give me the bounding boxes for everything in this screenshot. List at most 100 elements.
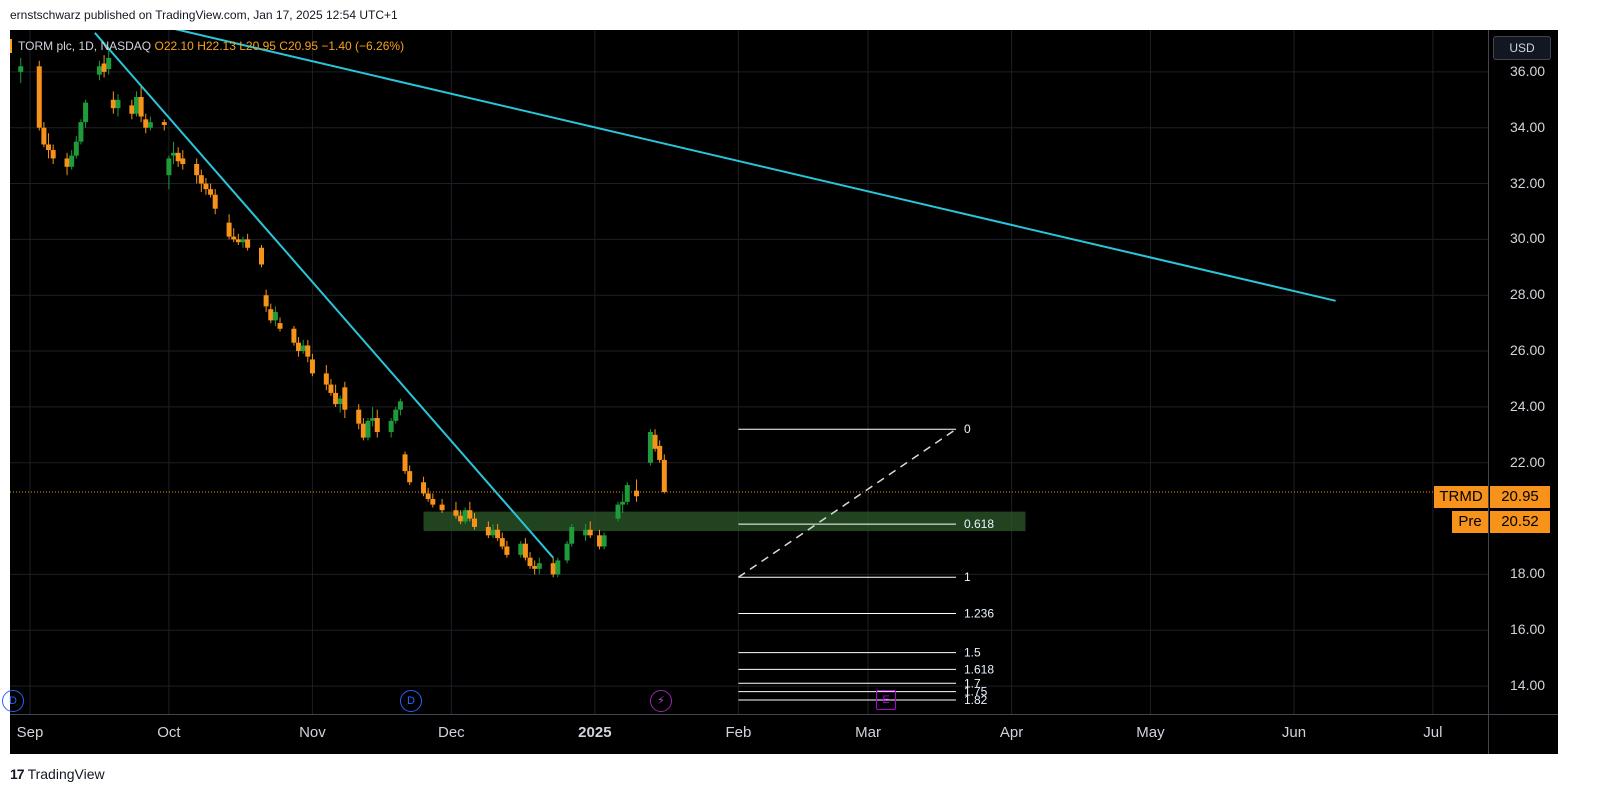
earnings-event-icon[interactable]: E [876,690,896,710]
time-tick-label: Oct [157,724,181,741]
candle-body [212,194,218,209]
candle-body [337,398,343,405]
price-tick-label: 22.00 [1510,453,1546,470]
time-axis-separator [10,714,1558,715]
candle-body [69,155,75,167]
legend-symbol: TORM plc, 1D, NASDAQ [18,39,152,53]
candle-body [527,557,533,567]
candle-body [657,445,663,460]
chart-frame[interactable]: 0 0.618 1 1.236 1.5 1.618 1.7 1.75 1.82 TORM plc… [2,30,1558,754]
time-tick-label: Feb [725,724,752,741]
candle-body [263,295,269,307]
candle-body [175,152,181,162]
trendlines [94,30,1336,559]
candle-body [569,526,575,544]
candle-body [305,345,311,357]
candle-body [161,122,167,125]
price-tick-label: 16.00 [1510,621,1546,638]
candle-body [194,164,200,176]
fib-level-label: 1.618 [964,662,994,676]
price-tick-label: 30.00 [1510,230,1546,247]
fib-level-label: 1.5 [964,646,981,660]
legend-high: H22.13 [197,39,236,53]
candle-body [485,526,491,536]
flash-event-icon[interactable]: ⚡ [650,690,672,712]
candle-body [272,311,278,321]
candle-body [356,409,362,424]
candle-body [536,563,542,569]
candle-body [522,543,528,558]
symbol-legend[interactable]: TORM plc, 1D, NASDAQ O22.10 H22.13 L20.9… [10,39,404,53]
candle-body [78,122,84,142]
support-zone-rect [423,511,1026,532]
candle-body [583,529,589,536]
price-axis-separator [1488,30,1489,754]
candle-body [309,359,315,374]
legend-low: L20.95 [239,39,276,53]
candle-body [624,485,630,502]
dividend-event-icon[interactable]: D [2,690,24,712]
time-tick-label: Dec [437,724,465,741]
support-zone [423,511,1026,532]
candle-body [291,328,297,343]
candle-body [458,515,464,522]
tradingview-logo-icon: 17 [10,766,25,782]
candle-body [550,563,556,575]
candle-body [518,543,524,555]
symbol-price-tag-value: 20.95 [1490,486,1550,508]
candle-body [36,66,42,128]
candle-body [166,158,172,176]
fib-level-label: 1.82 [964,693,988,707]
legend-open: O22.10 [154,39,194,53]
candle-body [360,423,366,438]
candle-body [467,510,473,519]
candle-body [64,158,70,167]
candle-body [171,152,177,156]
candle-body [277,323,283,329]
publisher-line: ernstschwarz published on TradingView.co… [10,8,398,22]
candle-body [73,141,79,156]
candle-body [147,122,153,128]
price-tick-label: 32.00 [1510,174,1546,191]
fib-level-label: 0 [964,422,971,436]
candle-body [129,105,135,114]
candle-body [393,409,399,421]
candle-body [596,535,602,547]
candle-body [18,66,24,72]
candle-body [231,236,237,240]
candle-body [300,345,306,352]
candle-body [564,543,570,561]
footer-brand[interactable]: 17 TradingView [10,766,105,782]
candle-body [555,560,561,575]
premarket-tag-value: 20.52 [1490,511,1550,533]
candle-body [101,63,107,72]
candle-body [587,529,593,536]
dividend-event-icon[interactable]: D [400,690,422,712]
candle-body [453,510,459,516]
currency-button[interactable]: USD [1493,36,1551,60]
candle-body [652,434,658,449]
fib-level-label: 1.75 [964,685,988,699]
candle-body [495,529,501,539]
candle-body [143,119,149,128]
time-tick-label: Jul [1423,724,1443,741]
candle-body [634,490,640,497]
candle-body [532,566,538,569]
candle-body [499,538,505,547]
time-tick-label: Jun [1281,724,1307,741]
candle-body [615,504,621,519]
fib-level-label: 1 [964,570,971,584]
premarket-tag-label: Pre [1452,511,1488,533]
fib-level-label: 1.7 [964,676,981,690]
price-tick-label: 28.00 [1510,286,1546,303]
candle-body [203,183,209,190]
candle-body [133,97,139,114]
candle-body [661,459,667,493]
candle-body [421,482,427,494]
candles [18,49,667,578]
candle-body [46,144,52,151]
candle-body [333,392,339,405]
candle-body [50,150,56,159]
candle-body [198,175,204,184]
